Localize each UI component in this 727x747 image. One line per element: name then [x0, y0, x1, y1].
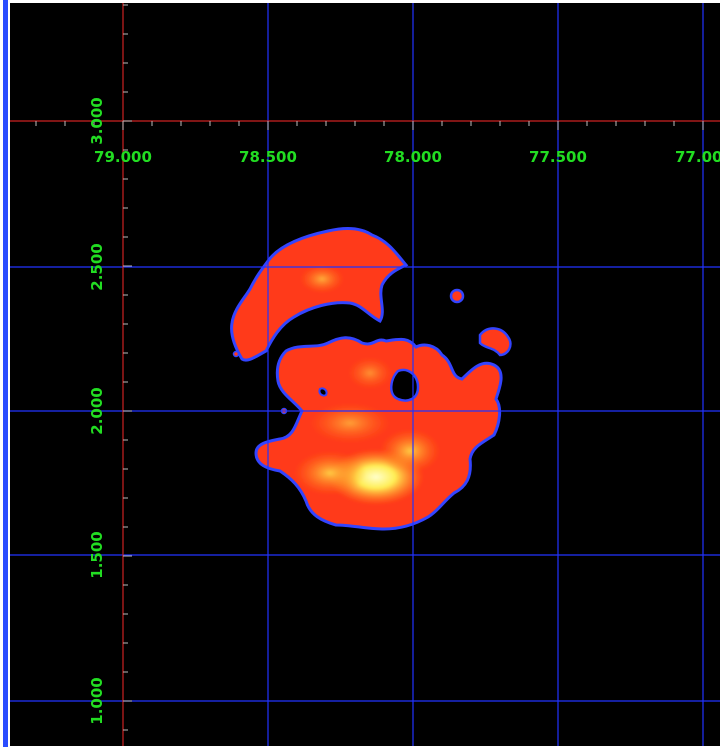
emission-hole-small	[318, 387, 328, 397]
x-tick-label: 77.500	[529, 148, 587, 166]
x-tick-labels: 79.000 78.500 78.000 77.500 77.00	[94, 148, 720, 166]
emission-speck	[232, 350, 240, 358]
emission-region-spot	[449, 288, 465, 304]
image-viewport[interactable]: 79.000 78.500 78.000 77.500 77.00 3.000 …	[10, 3, 720, 746]
emission-hole	[390, 368, 420, 402]
coordinate-plot[interactable]: 79.000 78.500 78.000 77.500 77.00 3.000 …	[10, 3, 720, 746]
axis-ticks	[35, 4, 704, 731]
x-tick-label: 79.000	[94, 148, 152, 166]
emission-region-right	[478, 327, 512, 357]
window-left-edge	[3, 0, 8, 747]
y-tick-label: 1.000	[88, 677, 106, 724]
y-tick-label: 2.000	[88, 387, 106, 434]
x-tick-label: 78.000	[384, 148, 442, 166]
y-tick-label: 3.000	[88, 97, 106, 144]
x-tick-label: 78.500	[239, 148, 297, 166]
y-tick-labels: 3.000 2.500 2.000 1.500 1.000	[88, 97, 106, 724]
heatmap-image	[230, 226, 512, 531]
y-tick-label: 2.500	[88, 243, 106, 290]
x-tick-label: 77.00	[675, 148, 720, 166]
y-tick-label: 1.500	[88, 531, 106, 578]
hot-spots	[294, 265, 440, 505]
emission-region-upper	[230, 226, 409, 362]
